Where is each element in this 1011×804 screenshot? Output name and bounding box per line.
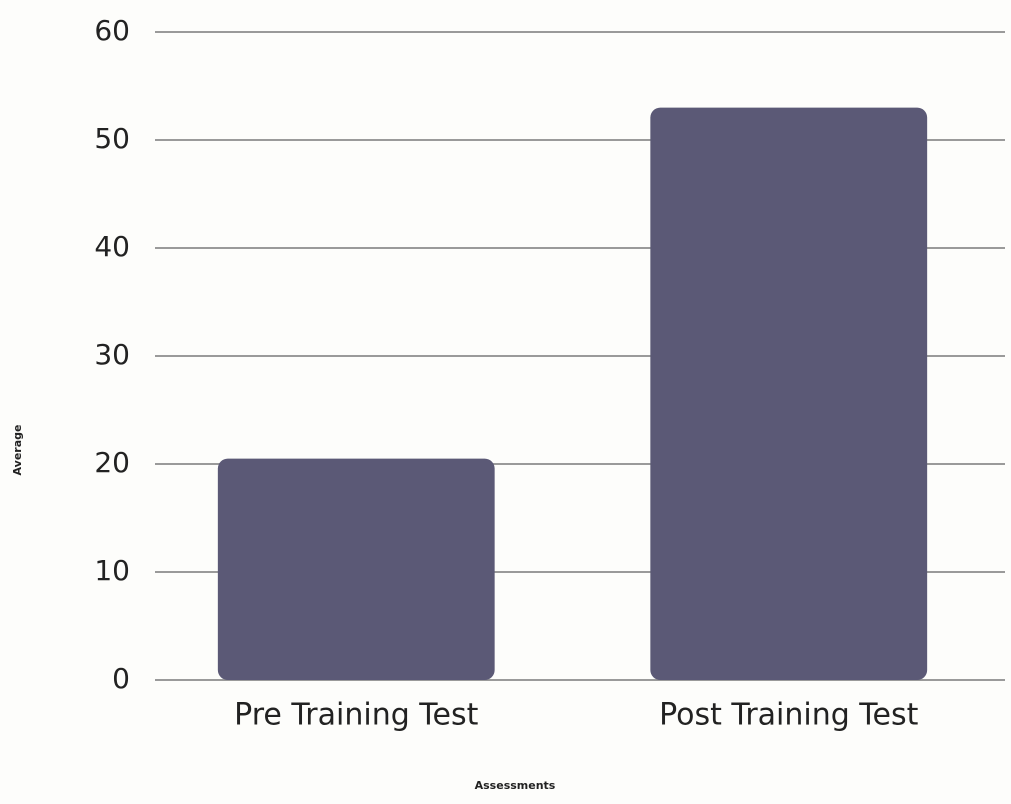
y-tick-label: 10 [94, 554, 130, 587]
x-tick-label: Pre Training Test [234, 698, 478, 733]
y-tick-label: 0 [112, 662, 130, 695]
y-tick-label: 50 [94, 122, 130, 155]
y-tick-label: 60 [94, 14, 130, 47]
y-tick-label: 30 [94, 338, 130, 371]
y-axis-label: Average [11, 425, 24, 476]
y-tick-label: 20 [94, 446, 130, 479]
bar [217, 458, 495, 680]
x-tick-label: Post Training Test [659, 698, 919, 733]
y-tick-label: 40 [94, 230, 130, 263]
x-axis-label: Assessments [475, 779, 556, 792]
bar [650, 107, 928, 681]
